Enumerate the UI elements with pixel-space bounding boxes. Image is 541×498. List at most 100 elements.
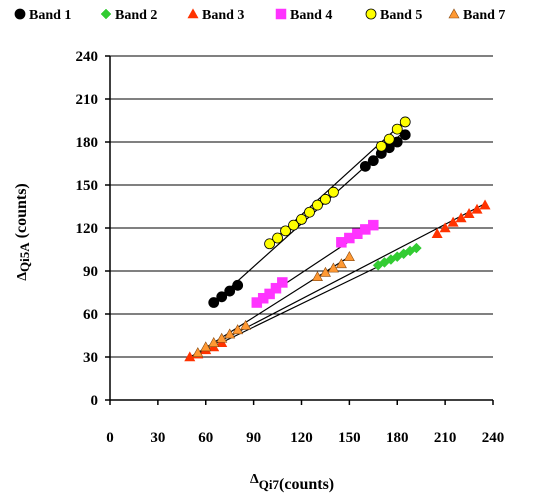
series-0: [208, 129, 411, 308]
point-0-1: [216, 291, 228, 303]
legend-marker-3: [275, 8, 287, 20]
series-3: [251, 219, 379, 308]
series-5: [192, 251, 355, 358]
legend-label-4: Band 5: [380, 8, 422, 23]
x-tick-label-2: 60: [198, 430, 213, 446]
point-4-3: [288, 219, 299, 231]
data-points: [184, 116, 491, 362]
legend-marker-4: [365, 8, 377, 20]
x-axis-main: Qi7: [259, 477, 280, 492]
legend-marker-5: [448, 8, 460, 19]
point-5-6: [240, 319, 252, 330]
legend-item-5: Band 7: [448, 8, 505, 23]
y-tick-label-8: 240: [76, 49, 99, 65]
point-0-5: [367, 155, 379, 167]
point-0-4: [359, 160, 371, 172]
point-5-8: [319, 266, 331, 277]
point-5-1: [200, 341, 212, 352]
x-tick-label-3: 90: [246, 430, 261, 446]
point-4-6: [312, 199, 323, 211]
point-2-7: [447, 216, 459, 227]
y-tick-label-2: 60: [83, 307, 98, 323]
x-tick-label-8: 240: [482, 430, 505, 446]
x-tick-label-6: 180: [386, 430, 409, 446]
point-0-3: [232, 279, 244, 291]
point-5-2: [208, 337, 220, 347]
legend-marker-0: [14, 8, 26, 20]
y-tick-label-3: 90: [83, 264, 98, 280]
point-2-0: [184, 351, 196, 362]
point-5-7: [311, 271, 323, 282]
point-0-0: [208, 297, 220, 308]
point-3-2: [264, 288, 275, 300]
point-2-10: [471, 203, 483, 214]
series-4: [264, 116, 411, 250]
y-tick-label-5: 150: [76, 178, 99, 194]
legend-item-1: Band 2: [100, 8, 157, 23]
point-4-12: [399, 116, 411, 128]
point-4-1: [272, 232, 283, 244]
point-4-11: [391, 123, 403, 135]
point-2-5: [431, 228, 443, 239]
point-5-4: [224, 328, 236, 339]
y-axis-delta: Δ: [15, 272, 30, 281]
y-tick-label-7: 210: [76, 92, 99, 108]
point-4-7: [320, 193, 331, 205]
point-0-9: [399, 129, 411, 141]
x-tick-label-4: 120: [290, 430, 313, 446]
x-axis-title: ΔQi7(counts): [250, 472, 334, 493]
tick-labels: 0 30 60 90 120 150 180 210 240 0 30 60 90 120 150 180 21…: [76, 49, 505, 446]
y-axis-title: ΔQi5A (counts): [13, 183, 32, 281]
point-2-11: [479, 199, 491, 210]
legend: Band 1 Band 2 Band 3 Band 4 Band 5 Band 7: [14, 8, 505, 23]
point-5-10: [335, 258, 347, 269]
point-4-5: [304, 206, 315, 218]
point-4-4: [296, 213, 307, 225]
x-tick-label-5: 150: [338, 430, 361, 446]
point-4-2: [280, 225, 291, 237]
x-axis-unit: (counts): [279, 476, 334, 493]
legend-label-5: Band 7: [463, 8, 505, 23]
legend-label-3: Band 4: [290, 8, 332, 23]
x-tick-label-7: 210: [434, 430, 457, 446]
series-1: [372, 242, 422, 271]
legend-item-0: Band 1: [14, 8, 71, 23]
point-5-9: [327, 262, 339, 273]
y-tick-label-4: 120: [76, 221, 99, 237]
legend-item-3: Band 4: [275, 8, 332, 23]
point-2-6: [439, 222, 451, 233]
legend-marker-2: [187, 8, 199, 19]
y-tick-label-6: 180: [76, 135, 99, 151]
point-0-2: [224, 285, 236, 297]
y-axis-unit: (counts): [13, 183, 30, 242]
legend-marker-1: [100, 8, 112, 20]
legend-label-0: Band 1: [29, 8, 71, 23]
x-tick-label-0: 0: [106, 430, 114, 446]
point-3-4: [277, 277, 288, 288]
point-4-0: [264, 238, 275, 250]
legend-label-1: Band 2: [115, 8, 157, 23]
point-2-9: [463, 208, 475, 218]
x-axis-delta: Δ: [250, 472, 259, 487]
x-tick-label-1: 30: [150, 430, 165, 446]
y-axis-main: Qi5A: [17, 242, 32, 272]
grid: [110, 55, 493, 358]
point-2-8: [455, 212, 467, 223]
legend-item-4: Band 5: [365, 8, 422, 23]
point-4-10: [383, 133, 395, 145]
axes: [105, 55, 494, 405]
point-4-9: [375, 140, 387, 152]
point-3-3: [270, 282, 282, 294]
point-5-5: [232, 324, 244, 335]
point-3-9: [368, 219, 379, 231]
point-1-6: [411, 242, 422, 254]
y-tick-label-0: 0: [91, 393, 99, 409]
legend-label-2: Band 3: [202, 8, 244, 23]
y-tick-label-1: 30: [83, 350, 98, 366]
point-5-3: [216, 332, 228, 343]
point-5-11: [343, 251, 355, 261]
legend-item-2: Band 3: [187, 8, 244, 23]
point-5-0: [192, 347, 204, 358]
point-4-8: [328, 186, 339, 198]
